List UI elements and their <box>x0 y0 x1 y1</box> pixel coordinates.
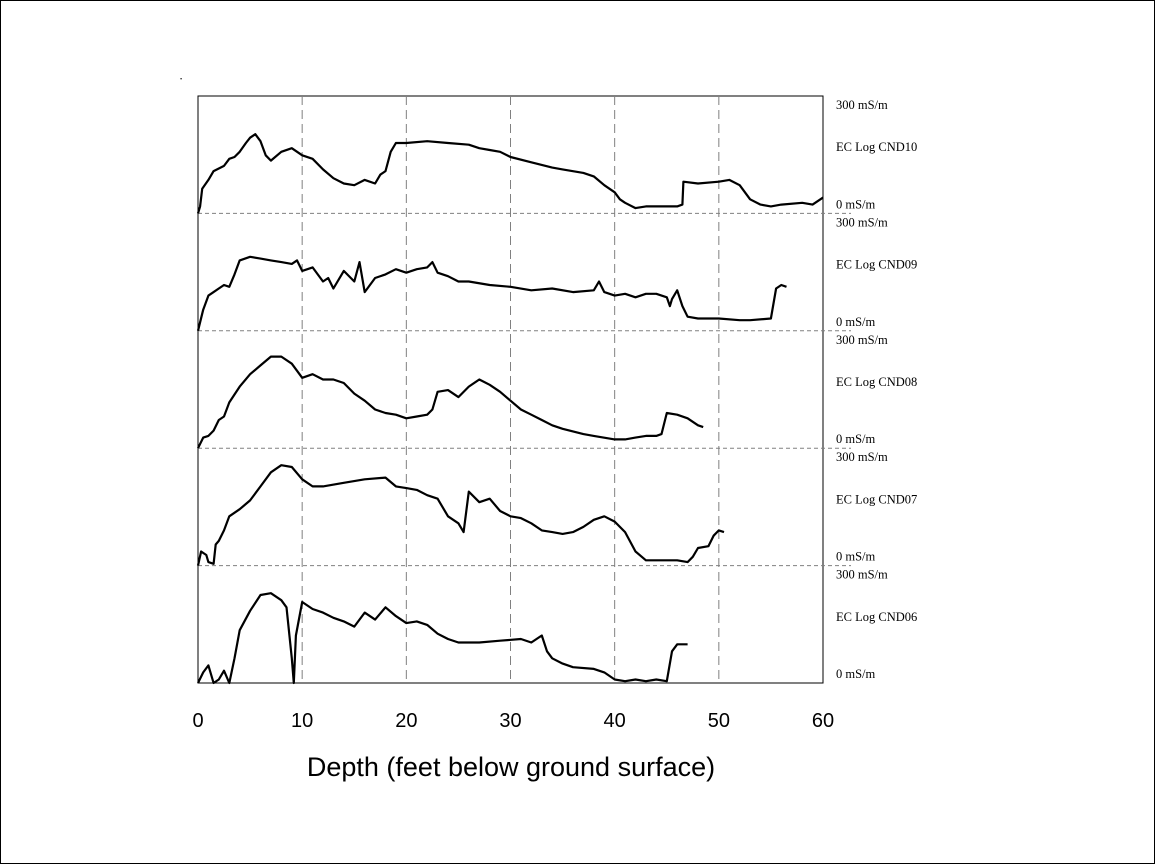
panel-series-name: EC Log CND06 <box>836 610 917 624</box>
panel-series-name: EC Log CND09 <box>836 258 917 272</box>
panel-bottom-scale-label: 0 mS/m <box>836 667 876 681</box>
panel-3: 300 mS/m EC Log CND08 0 mS/m <box>197 333 917 449</box>
panel-series-name: EC Log CND10 <box>836 140 917 154</box>
x-tick-label-40: 40 <box>604 710 626 732</box>
panel-bottom-scale-label: 0 mS/m <box>836 432 876 446</box>
panel-1: 300 mS/m EC Log CND10 0 mS/m <box>196 98 917 214</box>
series-line-ec-log-cnd10 <box>196 133 824 214</box>
panel-bottom-scale-label: 0 mS/m <box>836 197 876 211</box>
panel-series-name: EC Log CND07 <box>836 492 917 506</box>
series-line-ec-log-cnd08 <box>197 355 704 449</box>
log-panels: 300 mS/m EC Log CND10 0 mS/m 300 mS/m EC Log… <box>196 98 917 685</box>
panel-top-scale-label: 300 mS/m <box>836 568 888 582</box>
series-line-ec-log-cnd07 <box>196 464 725 566</box>
x-tick-label-50: 50 <box>708 710 730 732</box>
series-line-ec-log-cnd09 <box>196 255 787 332</box>
stray-dot-mark: · <box>179 72 183 86</box>
panel-bottom-scale-label: 0 mS/m <box>836 315 876 329</box>
panel-top-scale-label: 300 mS/m <box>836 450 888 464</box>
panel-bottom-scale-label: 0 mS/m <box>836 550 876 564</box>
panel-top-scale-label: 300 mS/m <box>836 215 888 229</box>
vertical-gridlines <box>301 96 720 683</box>
x-axis-title: Depth (feet below ground surface) <box>307 752 715 782</box>
x-tick-label-20: 20 <box>395 710 417 732</box>
panel-series-name: EC Log CND08 <box>836 375 917 389</box>
panel-5: 300 mS/m EC Log CND06 0 mS/m <box>197 568 917 685</box>
panel-top-scale-label: 300 mS/m <box>836 98 888 112</box>
x-tick-label-30: 30 <box>499 710 521 732</box>
x-tick-label-10: 10 <box>291 710 313 732</box>
x-tick-label-0: 0 <box>192 710 203 732</box>
panel-top-scale-label: 300 mS/m <box>836 333 888 347</box>
x-tick-label-60: 60 <box>812 710 834 732</box>
panel-4: 300 mS/m EC Log CND07 0 mS/m <box>196 450 917 567</box>
series-line-ec-log-cnd06 <box>197 592 688 685</box>
x-tick-labels: 0 10 20 30 40 50 60 <box>192 710 834 732</box>
panel-2: 300 mS/m EC Log CND09 0 mS/m <box>196 215 917 332</box>
